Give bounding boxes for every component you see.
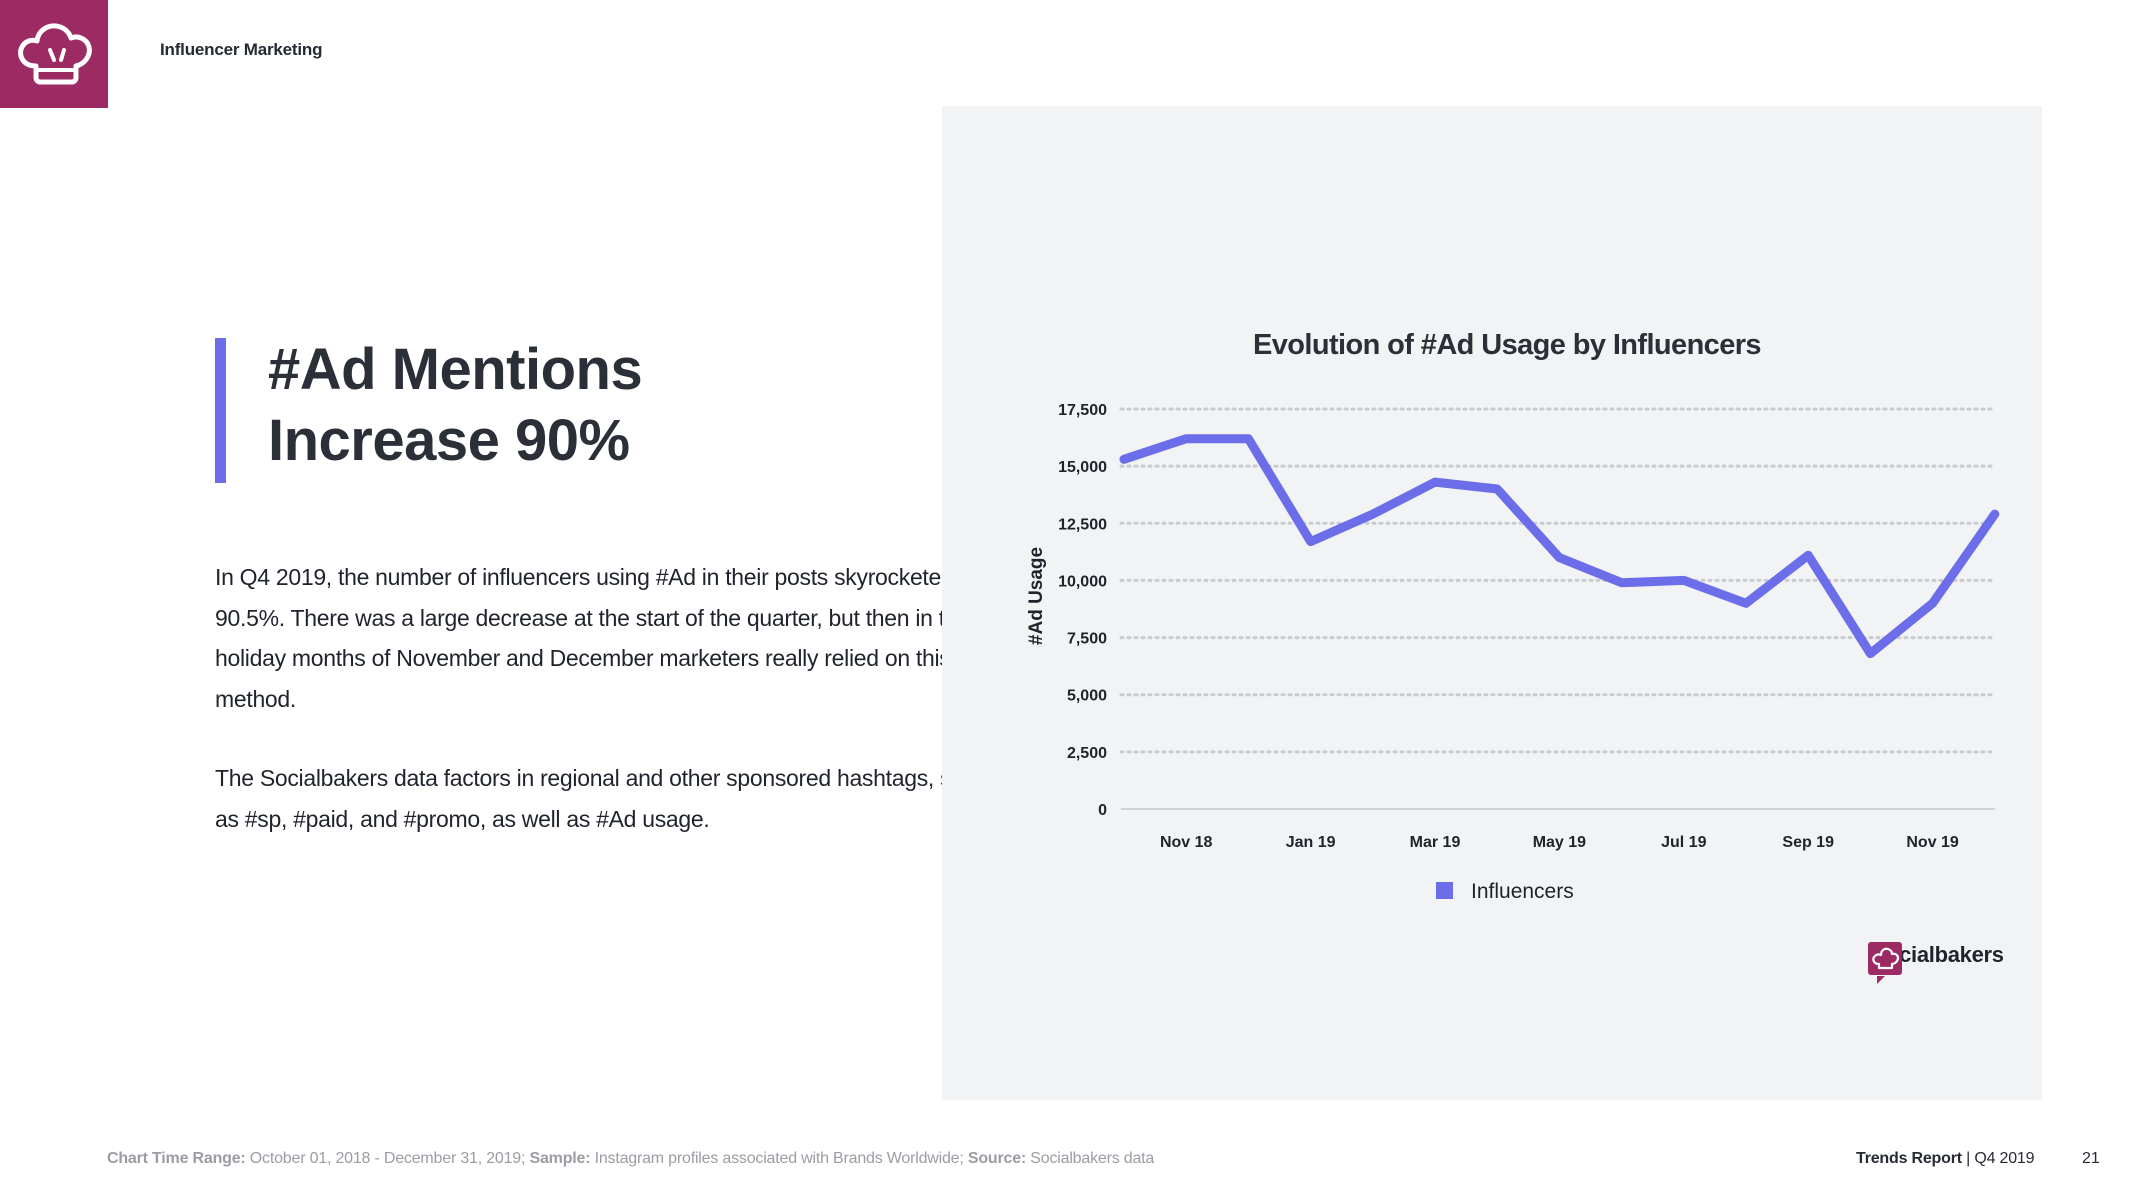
footer-sample-value: Instagram profiles associated with Brand… — [590, 1150, 968, 1167]
x-tick-label: Nov 19 — [1906, 834, 1959, 851]
footer-report-label: Trends Report | Q4 2019 — [1856, 1150, 2035, 1168]
chef-hat-icon — [18, 23, 92, 85]
footer-source-label: Source: — [967, 1150, 1027, 1167]
headline-line-2: Increase 90% — [268, 408, 630, 473]
socialbakers-chef-icon — [1868, 942, 1902, 984]
x-tick-label: May 19 — [1533, 834, 1586, 851]
chart-legend: Influencers — [1436, 880, 1574, 903]
y-tick-label: 12,500 — [1058, 516, 1107, 533]
y-axis-label: #Ad Usage — [1026, 547, 1047, 645]
data-point — [1994, 513, 1996, 515]
data-point — [1683, 579, 1685, 581]
footer-source-value: Socialbakers data — [1026, 1150, 1155, 1167]
line-chart: 0 2,500 5,000 7,500 10,000 12,500 15,000 17,500… — [1026, 329, 2000, 903]
legend-label-influencers: Influencers — [1471, 880, 1574, 903]
body-paragraph-2: The Socialbakers data factors in regiona… — [215, 765, 988, 832]
data-point — [1621, 582, 1623, 584]
page-title: #Ad Mentions Increase 90% — [268, 334, 908, 476]
data-point — [1434, 481, 1436, 483]
footer-source-note: Chart Time Range: October 01, 2018 - Dec… — [107, 1150, 1154, 1168]
footer-range-value: October 01, 2018 - December 31, 2019; — [245, 1150, 530, 1167]
y-tick-label: 10,000 — [1058, 573, 1107, 590]
data-point — [1869, 653, 1871, 655]
y-tick-label: 17,500 — [1058, 402, 1107, 419]
data-point — [1185, 438, 1187, 440]
footer-range-label: Chart Time Range: — [107, 1150, 246, 1167]
data-point — [1123, 458, 1125, 460]
page-number: 21 — [2082, 1150, 2100, 1167]
y-tick-label: 15,000 — [1058, 459, 1107, 476]
headline-line-1: #Ad Mentions — [268, 337, 643, 402]
x-tick-label: Jan 19 — [1286, 834, 1336, 851]
data-point — [1310, 541, 1312, 543]
data-point — [1807, 554, 1809, 556]
x-tick-label: Jul 19 — [1661, 834, 1706, 851]
data-point — [1496, 488, 1498, 490]
legend-swatch-influencers — [1436, 882, 1453, 899]
data-point — [1372, 513, 1374, 515]
chart-panel: 0 2,500 5,000 7,500 10,000 12,500 15,000 17,500… — [942, 106, 2042, 1100]
headline-accent-bar — [215, 338, 226, 483]
data-point — [1558, 557, 1560, 559]
footer-sample-label: Sample: — [529, 1150, 591, 1167]
x-tick-label: Nov 18 — [1160, 834, 1213, 851]
data-point — [1932, 602, 1934, 604]
y-tick-label: 7,500 — [1067, 631, 1107, 648]
data-point — [1247, 438, 1249, 440]
x-tick-label: Mar 19 — [1410, 834, 1461, 851]
data-point — [1745, 602, 1747, 604]
brand-logo — [0, 0, 108, 108]
series-line-influencers — [1119, 434, 2000, 659]
y-tick-label: 0 — [1098, 802, 1107, 819]
y-tick-label: 5,000 — [1067, 688, 1107, 705]
footer-report-quarter: | Q4 2019 — [1961, 1150, 2035, 1167]
x-tick-label: Sep 19 — [1782, 834, 1834, 851]
footer-report-title: Trends Report — [1856, 1150, 1962, 1167]
y-tick-label: 2,500 — [1067, 745, 1107, 762]
body-paragraph-1: In Q4 2019, the number of influencers us… — [215, 564, 984, 712]
chart-title: Evolution of #Ad Usage by Influencers — [1253, 329, 1761, 361]
socialbakers-brand: socialbakers — [1868, 942, 2004, 984]
section-label: Influencer Marketing — [160, 40, 323, 59]
